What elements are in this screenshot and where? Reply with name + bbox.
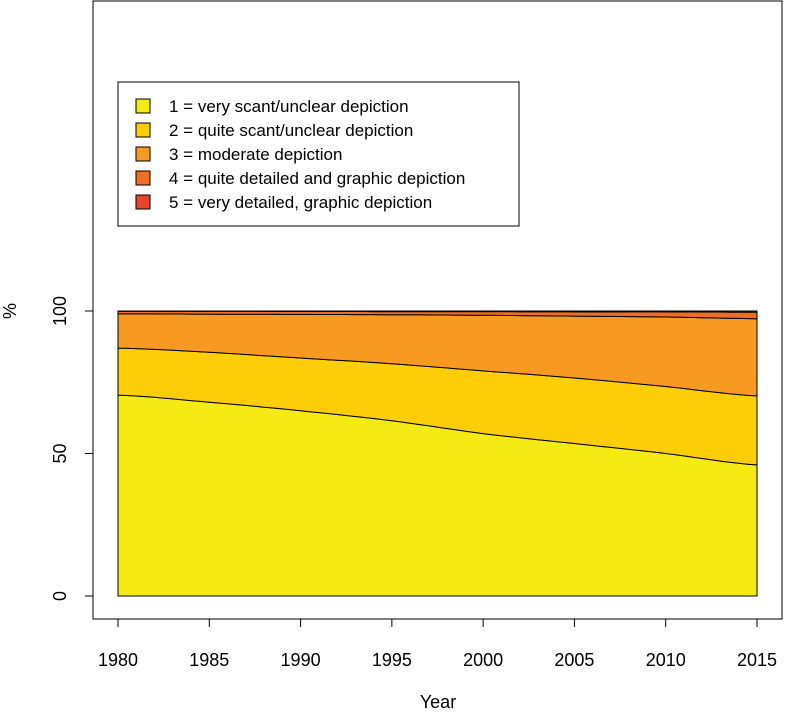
x-tick-label: 1995 [372,650,412,670]
y-tick-label: 50 [50,443,70,463]
y-axis-label: % [0,303,20,319]
legend-label-level-5: 5 = very detailed, graphic depiction [169,193,432,212]
x-tick-label: 2005 [554,650,594,670]
x-tick-label: 1980 [98,650,138,670]
legend-box [117,81,520,227]
x-axis-label: Year [420,692,456,712]
y-tick-label: 0 [50,591,70,601]
legend-swatch-level-2 [135,122,151,138]
legend-label-level-4: 4 = quite detailed and graphic depiction [169,169,465,188]
legend-swatch-level-5 [135,194,151,210]
legend-swatch-level-1 [135,98,151,114]
legend-swatch-level-3 [135,146,151,162]
y-tick-label: 100 [50,296,70,326]
legend-label-level-3: 3 = moderate depiction [169,145,342,164]
x-tick-label: 2010 [646,650,686,670]
x-tick-label: 1985 [189,650,229,670]
x-tick-label: 1990 [281,650,321,670]
area-level-5 [117,310,758,313]
legend: 1 = very scant/unclear depiction 2 = quit… [117,81,520,227]
x-tick-label: 2000 [463,650,503,670]
legend-label-level-2: 2 = quite scant/unclear depiction [169,121,413,140]
legend-swatch-level-4 [135,170,151,186]
legend-label-level-1: 1 = very scant/unclear depiction [169,97,409,116]
x-tick-label: 2015 [737,650,777,670]
